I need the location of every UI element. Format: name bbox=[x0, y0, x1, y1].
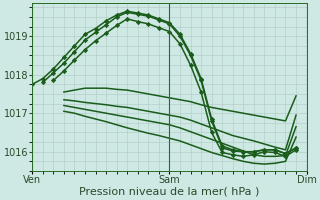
X-axis label: Pression niveau de la mer( hPa ): Pression niveau de la mer( hPa ) bbox=[79, 187, 260, 197]
